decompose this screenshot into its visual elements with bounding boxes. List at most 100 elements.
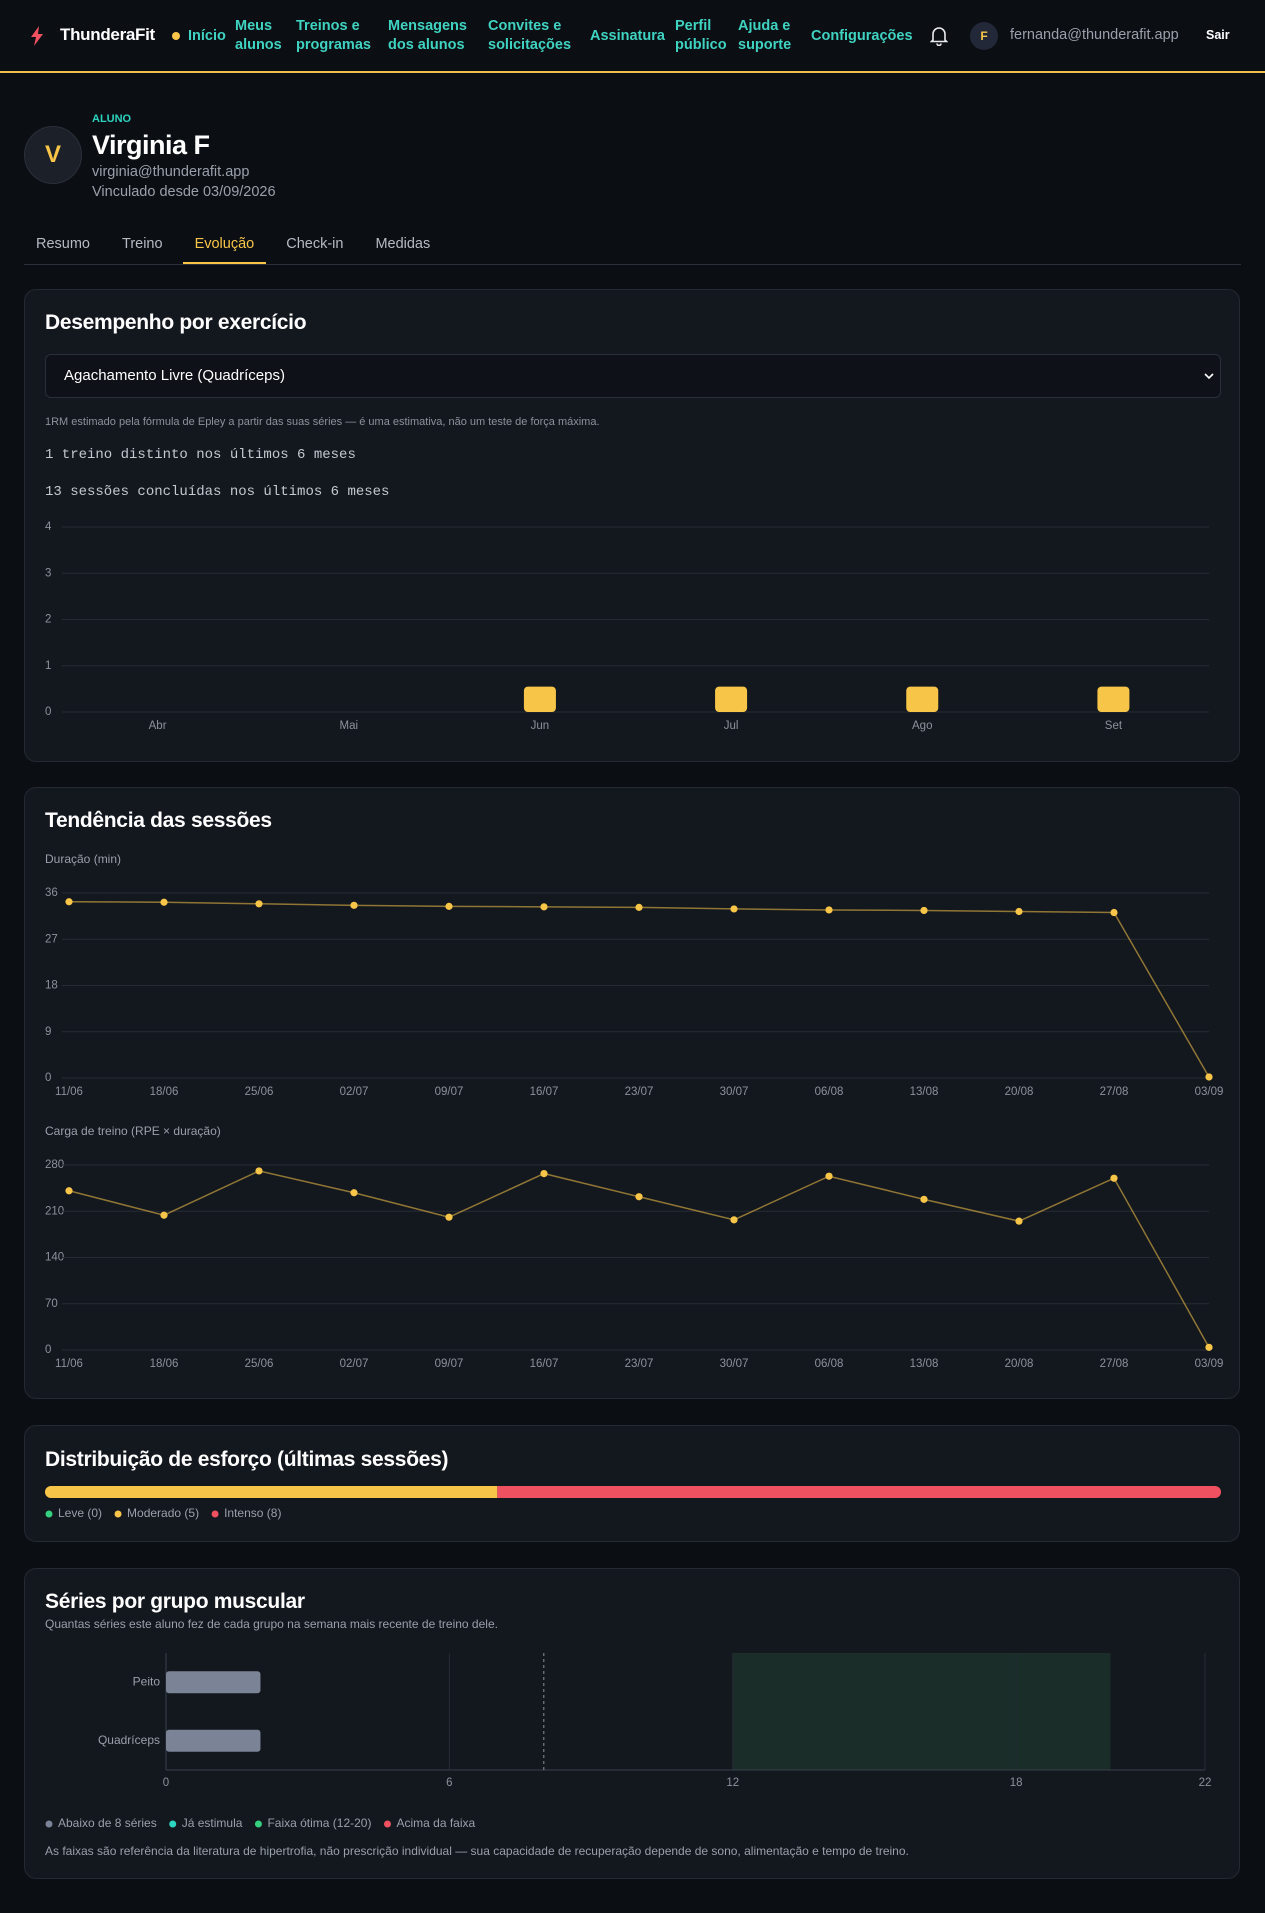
- tab[interactable]: Medidas: [375, 236, 431, 252]
- bar: [906, 686, 939, 712]
- point: [1110, 908, 1118, 917]
- x-tick-label: 11/06: [55, 1358, 83, 1370]
- tab[interactable]: Treino: [122, 236, 163, 252]
- point: [160, 898, 168, 906]
- student-name: Virginia F: [92, 130, 210, 160]
- point: [255, 900, 263, 908]
- nav-link[interactable]: Treinos e programas: [296, 18, 371, 53]
- student-avatar: V: [24, 126, 82, 184]
- nav-link[interactable]: Início: [188, 27, 226, 44]
- point: [635, 1193, 643, 1201]
- x-tick-label: 20/08: [1005, 1358, 1034, 1370]
- point: [1205, 1343, 1213, 1351]
- y-tick-label: 210: [45, 1205, 64, 1217]
- x-tick-label: 18/06: [150, 1086, 179, 1098]
- x-tick-label: Jul: [724, 720, 739, 732]
- y-tick-label: 2: [45, 614, 51, 626]
- card-title: Séries por grupo muscular: [45, 1590, 305, 1613]
- x-tick-label: 22: [1199, 1777, 1212, 1789]
- x-tick-label: 03/09: [1195, 1358, 1224, 1370]
- exercise-select[interactable]: Agachamento Livre (Quadríceps): [45, 354, 1221, 398]
- y-tick-label: 18: [45, 980, 58, 992]
- brand[interactable]: ThunderaFit: [60, 25, 155, 44]
- nav-link[interactable]: Configurações: [811, 27, 913, 44]
- legend-label: Acima da faixa: [396, 1816, 475, 1830]
- bar: [715, 686, 748, 712]
- nav-link[interactable]: Convites e solicitações: [488, 18, 572, 53]
- optimal-range: [732, 1653, 1111, 1770]
- subtitle: Quantas séries este aluno fez de cada gr…: [45, 1617, 498, 1631]
- point: [255, 1167, 263, 1175]
- y-tick-label: 9: [45, 1026, 51, 1038]
- nav-link[interactable]: Meus alunos: [235, 18, 282, 53]
- x-tick-label: 16/07: [530, 1086, 559, 1098]
- x-tick-label: 13/08: [910, 1358, 939, 1370]
- nav-link[interactable]: Mensagens dos alunos: [388, 18, 467, 53]
- axis-label: Duração (min): [45, 852, 121, 866]
- muscle-card: Séries por grupo muscular Quantas séries…: [24, 1568, 1240, 1879]
- top-nav: ThunderaFit F fernanda@thunderafit.app S…: [0, 0, 1265, 73]
- select-value: Agachamento Livre (Quadríceps): [64, 367, 285, 384]
- effort-chart: Leve (0) Moderado (5) Intenso (8): [45, 1486, 1221, 1520]
- legend-dot: [169, 1820, 177, 1828]
- user-email: fernanda@thunderafit.app: [1010, 27, 1179, 43]
- x-tick-label: 13/08: [910, 1086, 939, 1098]
- nav-link[interactable]: Ajuda e suporte: [738, 18, 792, 53]
- point: [635, 903, 643, 911]
- x-tick-label: 11/06: [55, 1086, 83, 1098]
- x-tick-label: 16/07: [530, 1358, 559, 1370]
- x-tick-label: 20/08: [1005, 1086, 1034, 1098]
- point: [825, 1172, 833, 1180]
- nav-link[interactable]: Assinatura: [590, 27, 665, 44]
- bell-icon[interactable]: [930, 26, 948, 46]
- student-role: ALUNO: [92, 113, 132, 125]
- logout-link[interactable]: Sair: [1206, 28, 1230, 42]
- card-title: Tendência das sessões: [45, 809, 272, 832]
- point: [825, 906, 833, 914]
- card-title: Desempenho por exercício: [45, 311, 307, 334]
- sessions-charts: Duração (min) 0 9 18 27 36 11/06 18/06 25/06 02/0…: [45, 852, 1224, 1370]
- user-avatar[interactable]: F: [970, 22, 998, 50]
- nav-link[interactable]: Perfil público: [675, 18, 727, 53]
- brand-dot: [172, 32, 180, 40]
- x-tick-label: 18: [1010, 1777, 1023, 1789]
- x-tick-label: 27/08: [1100, 1358, 1129, 1370]
- bar: [1097, 686, 1130, 712]
- tab[interactable]: Evolução: [182, 232, 267, 264]
- tab[interactable]: Check-in: [286, 236, 344, 252]
- x-tick-label: 18/06: [150, 1358, 179, 1370]
- x-tick-label: Mai: [339, 720, 358, 732]
- axis-label: Carga de treino (RPE × duração): [45, 1124, 221, 1138]
- x-tick-label: 27/08: [1100, 1086, 1129, 1098]
- y-tick-label: 27: [45, 933, 58, 945]
- x-tick-label: Jun: [531, 720, 550, 732]
- x-tick-label: 02/07: [340, 1086, 369, 1098]
- legend-dot: [211, 1510, 219, 1518]
- point: [1015, 907, 1023, 916]
- x-tick-label: 25/06: [245, 1086, 274, 1098]
- legend-dot: [383, 1820, 391, 1828]
- y-tick-label: 140: [45, 1252, 64, 1264]
- legend-dot: [45, 1510, 53, 1518]
- tab-bar: Resumo Treino Evolução Check-in Medidas: [24, 232, 1241, 265]
- muscle-chart: Quantas séries este aluno fez de cada gr…: [45, 1617, 1212, 1858]
- bar: [523, 686, 556, 712]
- x-tick-label: 06/08: [815, 1086, 844, 1098]
- line: [68, 900, 1210, 1078]
- point: [350, 901, 358, 909]
- x-tick-label: 6: [446, 1777, 452, 1789]
- footnote: As faixas são referência da literatura d…: [45, 1844, 909, 1858]
- x-tick-label: Set: [1105, 720, 1123, 732]
- point: [920, 1195, 928, 1203]
- stat: 13 sessões concluídas nos últimos 6 mese…: [45, 484, 390, 500]
- y-tick-label: 1: [45, 660, 51, 672]
- x-tick-label: Abr: [149, 720, 167, 732]
- x-tick-label: Ago: [912, 720, 932, 732]
- legend-label: Já estimula: [182, 1816, 243, 1830]
- legend-label: Abaixo de 8 séries: [58, 1816, 157, 1830]
- y-tick-label: Quadríceps: [98, 1733, 160, 1747]
- segment: [45, 1486, 498, 1498]
- tab[interactable]: Resumo: [36, 236, 90, 252]
- point: [445, 1213, 453, 1221]
